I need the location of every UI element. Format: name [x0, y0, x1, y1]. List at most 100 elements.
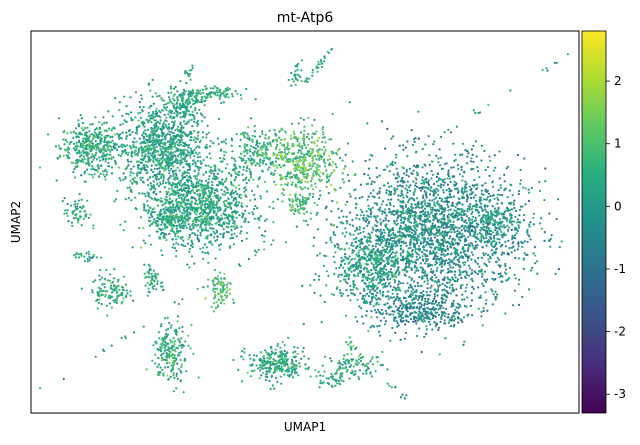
- cell-point: [196, 234, 199, 237]
- cell-point: [234, 90, 237, 93]
- cell-point: [415, 267, 418, 270]
- cell-point: [365, 314, 368, 317]
- cell-point: [474, 244, 477, 247]
- cell-point: [504, 226, 507, 229]
- cell-point: [245, 205, 248, 208]
- cell-point: [495, 260, 498, 264]
- cell-point: [83, 210, 86, 213]
- cell-point: [544, 180, 547, 183]
- cell-point: [161, 127, 164, 131]
- cell-point: [386, 278, 389, 281]
- cell-point: [397, 216, 400, 219]
- cell-point: [414, 260, 417, 263]
- cell-point: [77, 123, 80, 126]
- cell-point: [372, 189, 375, 192]
- cell-point: [510, 228, 513, 232]
- cell-point: [239, 138, 242, 141]
- cell-point: [188, 250, 191, 253]
- cell-point: [465, 200, 468, 203]
- cell-point: [378, 190, 381, 193]
- cell-point: [137, 151, 140, 154]
- cell-point: [469, 234, 472, 237]
- cell-point: [286, 183, 289, 187]
- cell-point: [393, 192, 396, 195]
- cell-point: [400, 320, 403, 323]
- cell-point: [376, 176, 379, 179]
- cell-point: [166, 140, 169, 143]
- cell-point: [482, 309, 485, 312]
- cell-point: [411, 143, 414, 147]
- cell-point: [201, 222, 204, 225]
- cell-point: [350, 270, 353, 273]
- cell-point: [88, 259, 91, 262]
- cell-point: [540, 217, 543, 220]
- cell-point: [197, 223, 200, 226]
- cell-point: [121, 131, 124, 134]
- cell-point: [445, 189, 448, 192]
- cell-point: [466, 162, 469, 165]
- cell-point: [77, 125, 80, 128]
- cell-point: [322, 172, 325, 175]
- cell-point: [415, 197, 419, 200]
- cell-point: [166, 366, 170, 369]
- cell-point: [185, 174, 188, 177]
- cell-point: [429, 263, 432, 266]
- cell-point: [461, 293, 464, 296]
- cell-point: [446, 215, 449, 218]
- cell-point: [383, 278, 386, 281]
- cell-point: [465, 149, 468, 153]
- cell-point: [359, 292, 362, 295]
- cell-point: [300, 357, 303, 360]
- cell-point: [424, 316, 427, 319]
- cell-point: [405, 244, 408, 247]
- cell-point: [340, 209, 343, 213]
- cell-point: [408, 186, 411, 189]
- cell-point: [456, 230, 459, 233]
- cell-point: [142, 181, 145, 184]
- cell-point: [380, 120, 384, 123]
- cell-point: [511, 194, 514, 197]
- cell-point: [392, 296, 396, 299]
- cell-point: [180, 124, 183, 127]
- cell-point: [428, 308, 431, 311]
- cell-point: [217, 244, 220, 247]
- cell-point: [116, 132, 119, 135]
- cell-point: [463, 340, 466, 343]
- cell-point: [404, 236, 407, 239]
- cell-point: [444, 249, 447, 253]
- cell-point: [178, 327, 181, 330]
- cell-point: [156, 282, 159, 285]
- cell-point: [498, 238, 501, 241]
- cell-point: [437, 225, 440, 228]
- cell-point: [187, 180, 190, 183]
- cell-point: [179, 116, 182, 119]
- cell-point: [354, 206, 357, 209]
- cell-point: [430, 211, 433, 214]
- cell-point: [319, 294, 322, 297]
- cell-point: [325, 270, 328, 273]
- cell-point: [454, 206, 457, 209]
- cell-point: [205, 156, 208, 159]
- cell-point: [443, 284, 447, 287]
- cell-point: [156, 217, 159, 220]
- cell-point: [514, 209, 518, 213]
- cell-point: [470, 157, 473, 160]
- cell-point: [510, 221, 513, 224]
- cell-point: [460, 318, 463, 321]
- cell-point: [143, 206, 146, 209]
- cell-point: [358, 269, 361, 272]
- cell-point: [103, 121, 106, 125]
- cell-point: [435, 269, 438, 272]
- cell-point: [390, 162, 393, 165]
- cell-point: [153, 139, 156, 142]
- cell-point: [440, 253, 443, 256]
- cell-point: [466, 208, 469, 211]
- cell-point: [150, 104, 153, 107]
- cell-point: [419, 262, 422, 265]
- cell-point: [146, 204, 150, 207]
- cell-point: [485, 264, 488, 268]
- cell-point: [435, 154, 438, 157]
- cell-point: [434, 301, 437, 304]
- cell-point: [151, 155, 154, 158]
- cell-point: [479, 294, 482, 297]
